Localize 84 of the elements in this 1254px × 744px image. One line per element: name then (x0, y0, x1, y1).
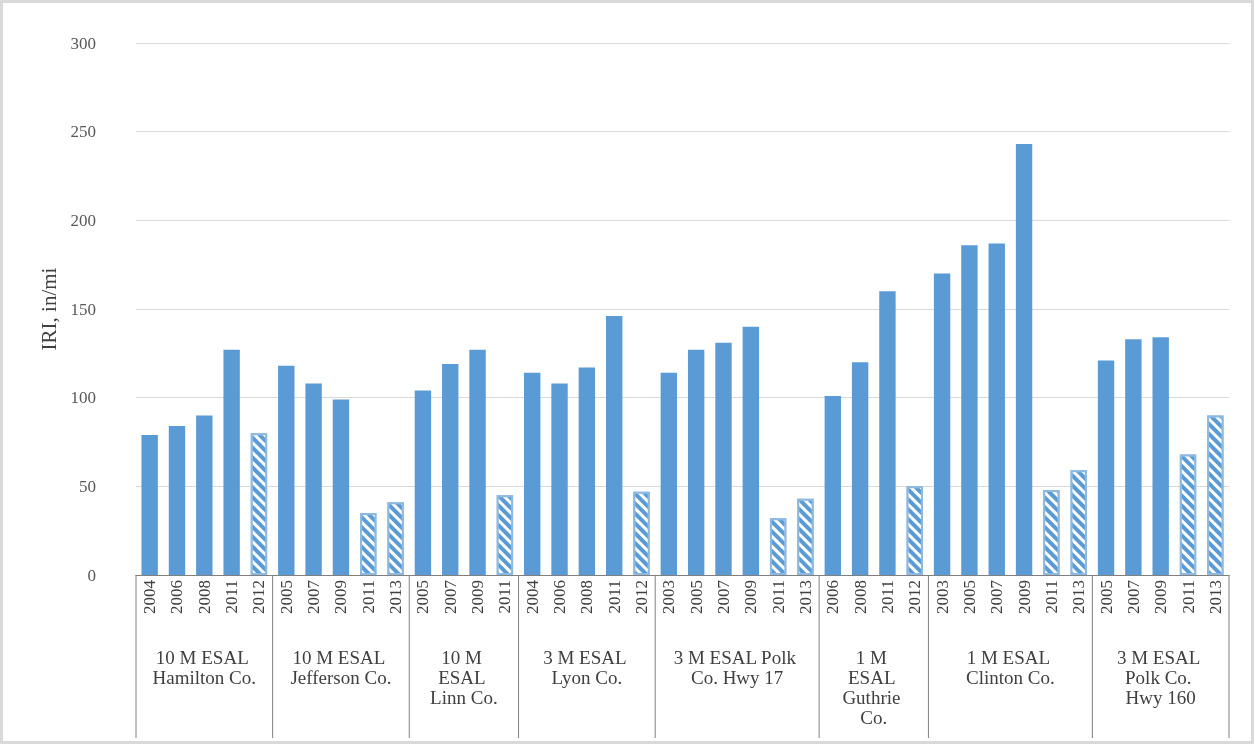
text: 3 M ESAL Lyon Co. (543, 646, 631, 688)
x-tick-label: 2011 (768, 580, 788, 614)
bar (332, 399, 350, 575)
x-tick-label: 2011 (604, 580, 624, 614)
text: 3 M ESAL Polk Co. Hwy 160 (1116, 646, 1205, 708)
x-tick-label: 2011 (495, 580, 515, 614)
bar (278, 365, 295, 575)
x-tick-label: 2007 (304, 579, 324, 614)
x-tick-label: 2012 (905, 580, 925, 614)
bar (168, 426, 186, 575)
x-tick-label: 2011 (358, 580, 378, 614)
y-tick-label: 250 (70, 122, 96, 142)
x-tick-label: 2009 (331, 580, 351, 614)
x-tick-label: 2009 (1151, 580, 1171, 614)
x-tick-label: 2005 (686, 580, 706, 614)
bar (1015, 144, 1033, 575)
x-tick-label: 2005 (276, 580, 296, 614)
x-tick-label: 2006 (167, 580, 187, 614)
x-tick-label: 2011 (1041, 580, 1061, 614)
bar (551, 383, 568, 575)
x-tick-label: 2011 (1178, 580, 1198, 614)
bar (1097, 360, 1115, 575)
x-tick-label: 2012 (249, 580, 269, 614)
bar (196, 415, 213, 575)
x-tick-label: 2009 (1014, 580, 1034, 614)
bar (223, 349, 240, 575)
x-tick-label: 2005 (1096, 580, 1116, 614)
x-tick-label: 2004 (140, 579, 160, 614)
x-tick-label: 2005 (959, 580, 979, 614)
bar (1125, 339, 1142, 575)
bar (961, 245, 978, 575)
bar (879, 291, 896, 575)
x-tick-label: 2012 (632, 580, 652, 614)
bar (469, 349, 486, 575)
text: 1 M ESAL Guthrie Co. (842, 646, 906, 728)
bar (988, 243, 1005, 575)
x-tick-label: 2008 (194, 580, 214, 614)
bar (933, 273, 951, 575)
bar (442, 363, 459, 575)
x-tick-label: 2007 (987, 579, 1007, 614)
y-tick-label: 50 (79, 476, 96, 496)
x-tick-label: 2007 (440, 579, 460, 614)
text: 3 M ESAL Polk Co. Hwy 17 (673, 646, 801, 688)
y-tick-label: 200 (70, 210, 96, 230)
bar (1152, 337, 1169, 575)
x-tick-label: 2013 (386, 580, 406, 614)
bar (578, 367, 596, 575)
bar (824, 395, 841, 575)
x-tick-label: 2009 (741, 580, 761, 614)
x-tick-label: 2011 (877, 580, 897, 614)
x-tick-label: 2004 (522, 579, 542, 614)
y-tick-label: 0 (87, 565, 96, 585)
text: 10 M ESAL Hamilton Co. (152, 646, 257, 688)
y-tick-label: 300 (70, 33, 96, 53)
y-axis-title: IRI, in/mi (37, 267, 62, 351)
x-tick-label: 2013 (1069, 580, 1089, 614)
x-tick-label: 2005 (413, 580, 433, 614)
x-tick-label: 2013 (795, 580, 815, 614)
bar (660, 372, 678, 575)
x-tick-label: 2007 (713, 579, 733, 614)
x-tick-label: 2003 (659, 580, 679, 614)
x-tick-label: 2008 (577, 580, 597, 614)
x-tick-label: 2009 (468, 580, 488, 614)
x-tick-label: 2013 (1205, 580, 1225, 614)
x-tick-label: 2006 (550, 580, 570, 614)
text: 10 M ESAL Linn Co. (430, 646, 498, 708)
y-tick-label: 100 (70, 388, 96, 408)
bar (305, 383, 322, 575)
bar (687, 349, 705, 575)
text: 1 M ESAL Clinton Co. (966, 646, 1055, 688)
bar (851, 362, 869, 575)
bar (524, 372, 541, 575)
bar (715, 342, 732, 575)
bar (141, 434, 158, 575)
x-tick-label: 2008 (850, 580, 870, 614)
x-tick-label: 2011 (222, 580, 242, 614)
text: 10 M ESAL Jefferson Co. (290, 646, 392, 688)
bar (742, 326, 760, 575)
y-tick-label: 150 (70, 299, 96, 319)
x-tick-label: 2006 (823, 580, 843, 614)
bar (414, 390, 432, 575)
x-tick-label: 2003 (932, 580, 952, 614)
x-tick-label: 2007 (1123, 579, 1143, 614)
bar (605, 316, 623, 575)
